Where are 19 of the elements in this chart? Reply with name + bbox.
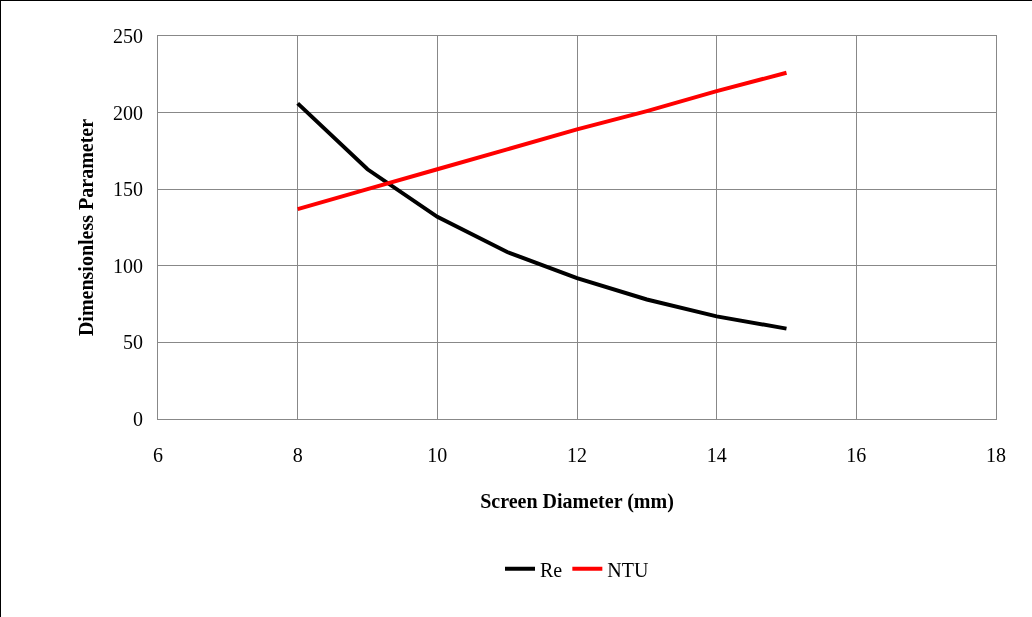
y-tick-label: 100 <box>113 254 143 277</box>
legend-label: Re <box>540 558 563 581</box>
y-axis-title: Dimensionless Parameter <box>74 118 97 337</box>
y-tick-label: 50 <box>123 331 143 354</box>
line-series <box>295 70 789 212</box>
y-tick-label: 200 <box>113 101 143 124</box>
y-tick-label: 150 <box>113 178 143 201</box>
x-axis-title: Screen Diameter (mm) <box>480 489 674 513</box>
x-tick-label: 18 <box>986 444 1006 466</box>
line-series <box>295 101 789 331</box>
x-tick-label: 12 <box>567 444 587 466</box>
x-tick-label: 16 <box>846 444 867 466</box>
x-tick-label: 10 <box>427 444 448 466</box>
x-tick-label: 8 <box>292 444 303 466</box>
legend-label: NTU <box>607 558 649 581</box>
y-tick-label: 0 <box>133 408 143 430</box>
x-tick-label: 14 <box>706 444 727 466</box>
y-tick-label: 250 <box>113 25 143 47</box>
x-tick-label: 6 <box>153 444 163 466</box>
